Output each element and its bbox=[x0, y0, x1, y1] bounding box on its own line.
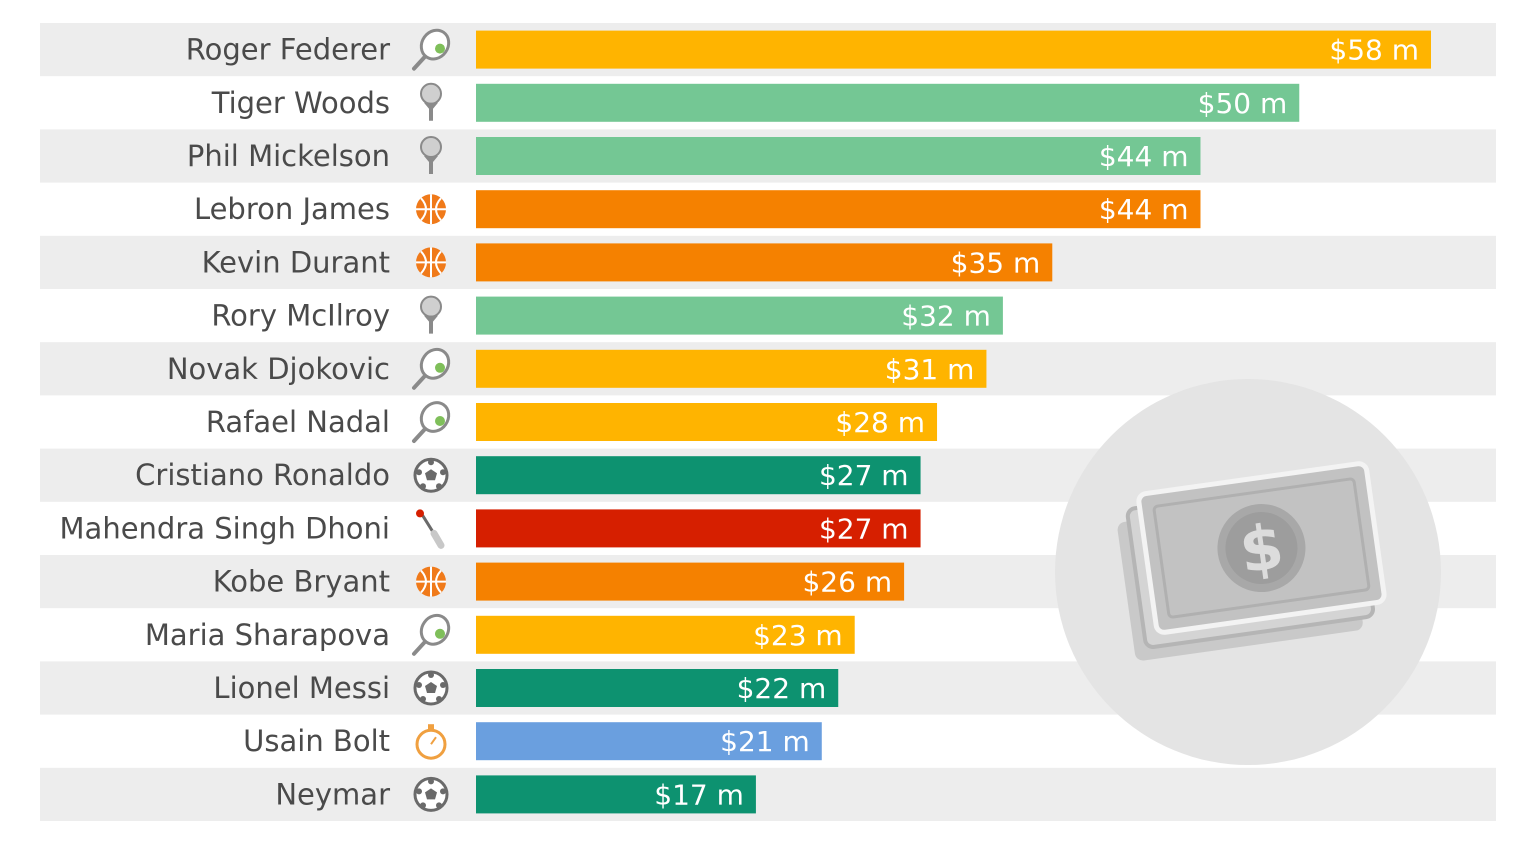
athlete-label: Mahendra Singh Dhoni bbox=[60, 511, 390, 545]
athlete-label: Neymar bbox=[275, 777, 390, 811]
athlete-label: Usain Bolt bbox=[243, 724, 390, 758]
athlete-label: Phil Mickelson bbox=[187, 139, 390, 173]
svg-text:$: $ bbox=[1235, 509, 1288, 587]
athlete-label: Rory McIlroy bbox=[211, 299, 390, 333]
bar bbox=[476, 775, 756, 814]
bar bbox=[476, 349, 987, 388]
stopwatch-icon bbox=[415, 724, 447, 760]
tennis-racket-icon bbox=[412, 613, 451, 656]
soccer-ball-icon bbox=[413, 670, 449, 706]
golf-ball-on-tee-icon bbox=[420, 295, 442, 334]
value-label: $44 m bbox=[1099, 193, 1189, 226]
value-label: $50 m bbox=[1198, 87, 1288, 120]
bar bbox=[476, 456, 921, 495]
athlete-label: Kobe Bryant bbox=[213, 565, 390, 599]
athlete-label: Novak Djokovic bbox=[167, 352, 390, 386]
bar bbox=[476, 403, 938, 441]
basketball-icon bbox=[416, 247, 446, 278]
value-label: $44 m bbox=[1099, 140, 1189, 173]
value-label: $23 m bbox=[753, 619, 843, 652]
bars bbox=[476, 30, 1431, 814]
row-stripe bbox=[40, 767, 1496, 821]
athlete-labels: Roger Federer Tiger Woods Phil Mickelson Le… bbox=[60, 33, 391, 812]
bar bbox=[476, 669, 839, 707]
value-label: $22 m bbox=[737, 672, 827, 705]
value-label: $21 m bbox=[720, 725, 810, 758]
value-label: $31 m bbox=[885, 353, 975, 386]
bar bbox=[476, 30, 1431, 69]
athlete-label: Maria Sharapova bbox=[145, 618, 390, 652]
bar bbox=[476, 562, 905, 601]
athlete-label: Cristiano Ronaldo bbox=[135, 458, 390, 492]
cricket-bat-icon bbox=[416, 509, 445, 549]
value-label: $26 m bbox=[802, 566, 892, 599]
basketball-icon bbox=[416, 566, 446, 597]
sport-icons bbox=[412, 28, 451, 812]
basketball-icon bbox=[416, 194, 446, 225]
money-bills-icon: $ bbox=[1055, 379, 1441, 765]
athlete-label: Tiger Woods bbox=[211, 86, 390, 120]
athlete-label: Roger Federer bbox=[186, 33, 390, 67]
golf-ball-on-tee-icon bbox=[420, 82, 442, 121]
value-label: $28 m bbox=[835, 406, 925, 439]
value-label: $32 m bbox=[901, 300, 991, 333]
soccer-ball-icon bbox=[413, 457, 449, 493]
bar bbox=[476, 509, 921, 548]
bar bbox=[476, 243, 1053, 282]
bar bbox=[476, 615, 855, 654]
value-label: $35 m bbox=[951, 246, 1041, 279]
bar bbox=[476, 296, 1003, 335]
athlete-label: Lebron James bbox=[194, 192, 390, 226]
soccer-ball-icon bbox=[413, 776, 449, 812]
value-label: $17 m bbox=[654, 778, 744, 811]
value-label: $58 m bbox=[1329, 34, 1419, 67]
athlete-label: Kevin Durant bbox=[202, 245, 390, 279]
tennis-racket-icon bbox=[412, 28, 451, 71]
value-label: $27 m bbox=[819, 459, 909, 492]
tennis-racket-icon bbox=[412, 347, 451, 390]
athlete-label: Lionel Messi bbox=[213, 671, 390, 705]
bar bbox=[476, 190, 1201, 229]
golf-ball-on-tee-icon bbox=[420, 136, 442, 174]
tennis-racket-icon bbox=[412, 401, 451, 443]
bar bbox=[476, 722, 822, 761]
value-label: $27 m bbox=[819, 512, 909, 545]
value-labels: $58 m $50 m $44 m $44 m $35 m $32 m $31 m $28 m… bbox=[654, 34, 1419, 812]
bar bbox=[476, 83, 1300, 122]
bar bbox=[476, 137, 1201, 175]
athlete-label: Rafael Nadal bbox=[206, 405, 390, 439]
